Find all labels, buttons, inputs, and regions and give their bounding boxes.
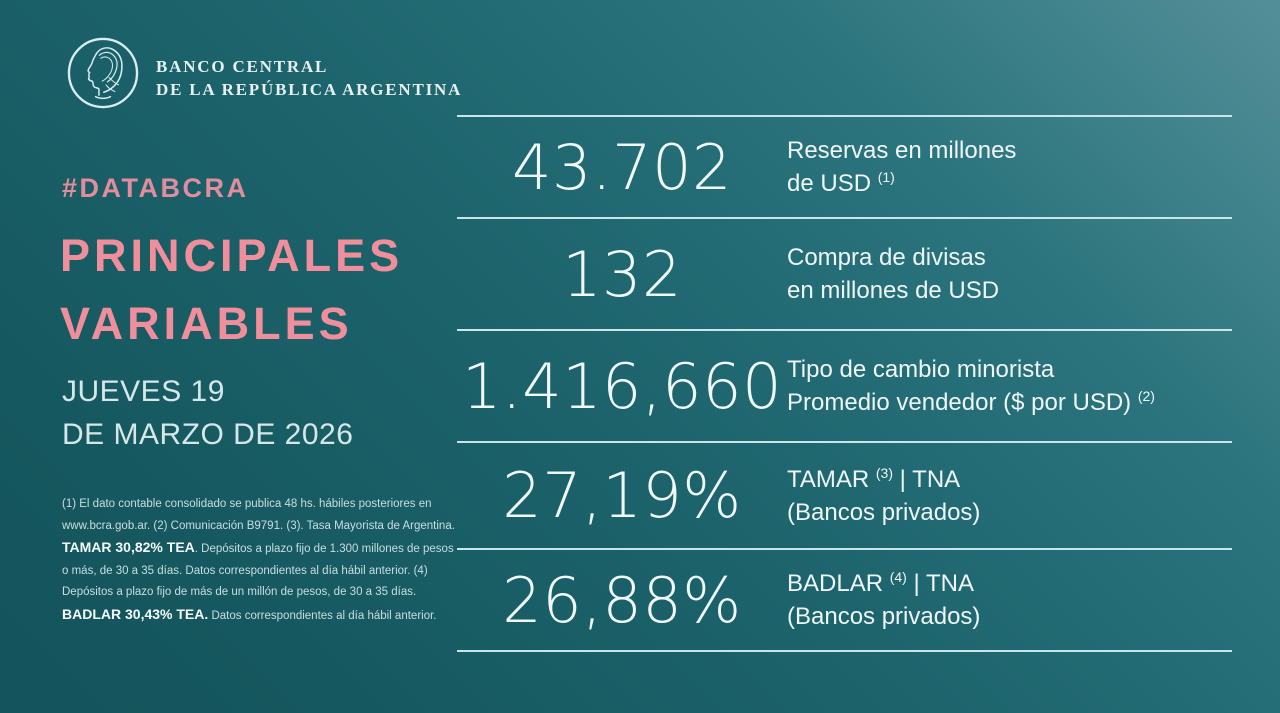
brand-name-line2: DE LA REPÚBLICA ARGENTINA — [156, 80, 463, 99]
metric-value: 27,19% — [502, 459, 742, 532]
footnote-text-3: Datos correspondientes al día hábil ante… — [208, 609, 437, 622]
footnote-text-2: . Depósitos a plazo fijo de 1.300 millon… — [62, 543, 454, 598]
footnotes: (1) El dato contable consolidado se publ… — [62, 494, 456, 627]
metric-label: Tipo de cambio minorista Promedio vended… — [787, 356, 1155, 416]
metric-row-tamar: 27,19% TAMAR (3) | TNA (Bancos privados) — [457, 441, 1232, 548]
metric-value: 26,88% — [502, 563, 742, 637]
footnote-tamar-tea: TAMAR 30,82% TEA — [62, 539, 195, 555]
page-title: PRINCIPALES VARIABLES — [60, 222, 403, 358]
brand-name: BANCO CENTRAL DE LA REPÚBLICA ARGENTINA — [156, 36, 462, 101]
brand-header: BANCO CENTRAL DE LA REPÚBLICA ARGENTINA — [66, 36, 462, 110]
brand-name-line1: BANCO CENTRAL — [156, 57, 329, 76]
metric-label: TAMAR (3) | TNA (Bancos privados) — [787, 464, 981, 526]
metric-row-tipo-cambio: 1.416,660 Tipo de cambio minorista Prome… — [457, 329, 1232, 441]
metrics-table: 43.702 Reservas en millones de USD (1) 1… — [457, 115, 1232, 652]
metric-label: Compra de divisas en millones de USD — [787, 244, 1000, 304]
metric-row-badlar: 26,88% BADLAR (4) | TNA (Bancos privados… — [457, 548, 1232, 650]
footnote-text-1: (1) El dato contable consolidado se publ… — [62, 498, 455, 532]
metric-value: 132 — [562, 237, 682, 311]
report-date-line2: DE MARZO DE 2026 — [62, 418, 354, 451]
metric-row-reservas: 43.702 Reservas en millones de USD (1) — [457, 115, 1232, 217]
metric-label: BADLAR (4) | TNA (Bancos privados) — [787, 569, 981, 630]
footnote-badlar-tea: BADLAR 30,43% TEA. — [62, 605, 209, 622]
metric-value: 1.416,660 — [461, 349, 783, 423]
hashtag-databcra: #DATABCRA — [62, 173, 249, 203]
metric-label: Reservas en millones de USD (1) — [787, 137, 1017, 197]
page-title-line1: PRINCIPALES — [60, 230, 404, 281]
page-title-line2: VARIABLES — [60, 298, 353, 349]
report-date: JUEVES 19 DE MARZO DE 2026 — [62, 370, 353, 456]
report-date-line1: JUEVES 19 — [62, 375, 225, 408]
metric-row-compra-divisas: 132 Compra de divisas en millones de USD — [457, 217, 1232, 329]
metric-value: 43.702 — [512, 130, 732, 204]
bcra-coin-logo-icon — [67, 37, 139, 109]
